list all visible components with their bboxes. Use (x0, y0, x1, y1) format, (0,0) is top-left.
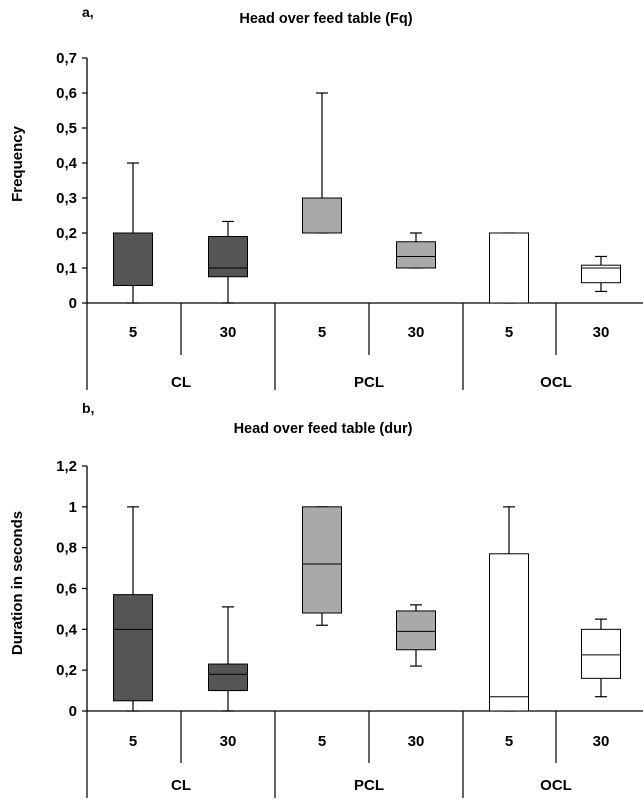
box-ocl-5 (489, 506, 529, 712)
y-tick-label: 0 (69, 703, 77, 720)
iqr-box (581, 264, 621, 284)
y-tick-label: 1 (69, 499, 77, 516)
y-tick-label: 0,1 (56, 260, 77, 277)
box-ocl-30 (581, 618, 621, 698)
x-tick-label: 5 (505, 733, 513, 750)
iqr-box (489, 553, 529, 712)
group-label: CL (171, 777, 191, 794)
box-pcl-30 (396, 604, 436, 667)
box-cl-5 (113, 506, 153, 712)
x-tick-label: 30 (220, 324, 237, 341)
x-tick-label: 30 (593, 733, 610, 750)
panel-label: b, (82, 400, 94, 416)
panel-duration: b, Head over feed table (dur) Duration i… (9, 400, 643, 798)
iqr-box (113, 594, 153, 702)
x-tick-label: 5 (318, 324, 326, 341)
iqr-box (302, 197, 342, 234)
x-tick-label: 5 (505, 324, 513, 341)
box-pcl-30 (396, 232, 436, 269)
group-label: PCL (354, 374, 384, 391)
y-tick-label: 0,8 (56, 540, 77, 557)
y-tick-label: 0,5 (56, 120, 77, 137)
iqr-box (396, 610, 436, 651)
y-tick-label: 0,3 (56, 190, 77, 207)
group-label: CL (171, 374, 191, 391)
x-tick-label: 30 (593, 324, 610, 341)
y-tick-label: 0,4 (56, 621, 78, 638)
iqr-box (302, 506, 342, 614)
iqr-box (208, 663, 248, 692)
group-label: OCL (540, 777, 572, 794)
box-cl-30 (208, 606, 248, 712)
box-ocl-30 (581, 255, 621, 293)
iqr-box (581, 628, 621, 679)
y-axis-label: Frequency (9, 125, 26, 202)
iqr-box (113, 232, 153, 286)
box-cl-30 (208, 220, 248, 304)
iqr-box (489, 232, 529, 304)
y-tick-label: 0,7 (56, 50, 77, 67)
y-tick-label: 1,2 (56, 458, 77, 475)
x-tick-label: 30 (408, 324, 425, 341)
panel-label: a, (82, 4, 94, 20)
box-pcl-5 (302, 92, 342, 234)
iqr-box (396, 241, 436, 269)
x-tick-label: 5 (129, 324, 137, 341)
group-label: OCL (540, 374, 572, 391)
x-tick-label: 5 (129, 733, 137, 750)
group-label: PCL (354, 777, 384, 794)
x-tick-label: 30 (408, 733, 425, 750)
chart-title: Head over feed table (Fq) (239, 11, 412, 27)
y-tick-label: 0 (69, 295, 77, 312)
box-pcl-5 (302, 506, 342, 626)
x-tick-label: 5 (318, 733, 326, 750)
box-cl-5 (113, 162, 153, 304)
x-tick-label: 30 (220, 733, 237, 750)
panel-frequency: a, Head over feed table (Fq) Frequency 0… (9, 4, 643, 391)
chart-title: Head over feed table (dur) (234, 421, 413, 437)
y-axis-label: Duration in seconds (9, 511, 26, 655)
iqr-box (208, 236, 248, 278)
y-tick-label: 0,6 (56, 85, 77, 102)
y-tick-label: 0,4 (56, 155, 78, 172)
y-tick-label: 0,2 (56, 225, 77, 242)
y-tick-label: 0,6 (56, 581, 77, 598)
y-tick-label: 0,2 (56, 662, 77, 679)
box-ocl-5 (489, 232, 529, 304)
